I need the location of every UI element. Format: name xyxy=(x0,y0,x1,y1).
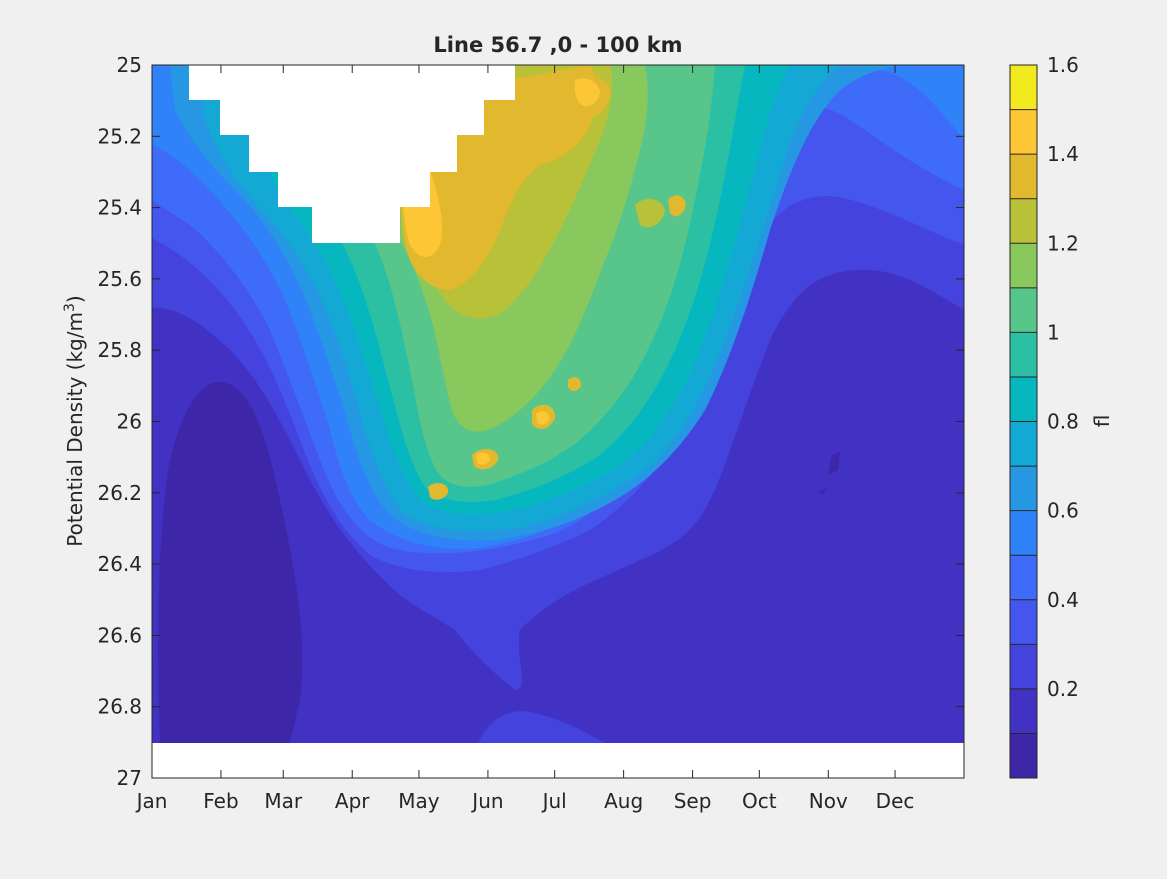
colorbar-segment xyxy=(1010,555,1037,601)
y-tick-label: 25.6 xyxy=(97,267,142,291)
colorbar-segment xyxy=(1010,154,1037,200)
y-tick-label: 27 xyxy=(117,766,142,790)
x-tick-label: Dec xyxy=(876,789,915,813)
colorbar-label: fl xyxy=(1090,415,1114,428)
colorbar-tick-label: 0.6 xyxy=(1047,499,1079,523)
contour-fill xyxy=(152,65,964,778)
colorbar-segment xyxy=(1010,421,1037,467)
y-axis-label: Potential Density (kg/m3) xyxy=(62,295,87,546)
x-tick-label: Apr xyxy=(335,789,370,813)
colorbar-tick-label: 0.8 xyxy=(1047,410,1079,434)
blank-region-bottom xyxy=(152,743,964,778)
colorbar-segment xyxy=(1010,287,1037,333)
contour-band-low-nov-a xyxy=(828,452,840,475)
colorbar-segment xyxy=(1010,599,1037,645)
y-tick-label: 25.8 xyxy=(97,338,142,362)
colorbar-segment xyxy=(1010,198,1037,244)
contour-band-14-blob-f xyxy=(568,377,582,391)
y-tick-label: 25 xyxy=(117,53,142,77)
y-tick-label: 26.4 xyxy=(97,552,142,576)
y-tick-label: 26.2 xyxy=(97,481,142,505)
colorbar-segment xyxy=(1010,376,1037,422)
y-tick-label: 26.6 xyxy=(97,623,142,647)
colorbar-segment xyxy=(1010,466,1037,512)
contour-band-bottom-bump xyxy=(478,711,605,743)
y-tick-label: 26 xyxy=(117,410,142,434)
colorbar-tick-label: 1.2 xyxy=(1047,231,1079,255)
x-tick-label: May xyxy=(398,789,440,813)
x-ticks-group: Jan Feb Mar Apr May Jun Jul Aug Sep Oct Nov Dec xyxy=(135,65,915,813)
x-tick-label: Jul xyxy=(541,789,567,813)
colorbar-tick-label: 0.2 xyxy=(1047,677,1079,701)
colorbar-segment xyxy=(1010,65,1037,111)
y-tick-label: 26.8 xyxy=(97,695,142,719)
contour-band-low-jan xyxy=(158,382,303,743)
contour-band-low-nov-b xyxy=(818,488,826,494)
x-tick-label: Jun xyxy=(470,789,503,813)
colorbar-segment xyxy=(1010,510,1037,556)
x-tick-label: Aug xyxy=(604,789,643,813)
contour-band-14-blob-b xyxy=(668,195,686,217)
contour-band-15-blob-b xyxy=(536,411,550,425)
colorbar-segment xyxy=(1010,109,1037,155)
y-tick-label: 25.4 xyxy=(97,196,142,220)
contour-band-15-blob-a xyxy=(574,78,600,107)
x-tick-label: Sep xyxy=(674,789,712,813)
colorbar-segment xyxy=(1010,332,1037,378)
colorbar-segment xyxy=(1010,688,1037,734)
y-tick-label: 25.2 xyxy=(97,124,142,148)
contour-band-15-blob-c xyxy=(476,452,491,465)
colorbar-tick-label: 1.6 xyxy=(1047,53,1079,77)
colorbar-segment xyxy=(1010,243,1037,289)
chart-title: Line 56.7 ,0 - 100 km xyxy=(433,33,682,57)
colorbar-segment xyxy=(1010,733,1037,779)
colorbar: 0.2 0.4 0.6 0.8 1 1.2 1.4 1.6 xyxy=(1009,53,1079,779)
x-tick-label: Mar xyxy=(264,789,303,813)
colorbar-frame xyxy=(1009,64,1038,779)
colorbar-tick-label: 0.4 xyxy=(1047,588,1079,612)
x-tick-label: Jan xyxy=(135,789,168,813)
x-tick-label: Nov xyxy=(809,789,848,813)
colorbar-segment xyxy=(1010,644,1037,690)
x-tick-label: Oct xyxy=(742,789,777,813)
contour-band-13-blob-a xyxy=(635,198,665,228)
colorbar-tick-label: 1.4 xyxy=(1047,142,1079,166)
y-ticks-group: 25 25.2 25.4 25.6 25.8 26 26.2 26.4 26.6 26.8 27 xyxy=(97,53,964,790)
blank-region-upper xyxy=(189,65,515,243)
colorbar-tick-label: 1 xyxy=(1047,320,1060,344)
contour-band-14-blob-e xyxy=(428,483,449,500)
x-tick-label: Feb xyxy=(203,789,238,813)
